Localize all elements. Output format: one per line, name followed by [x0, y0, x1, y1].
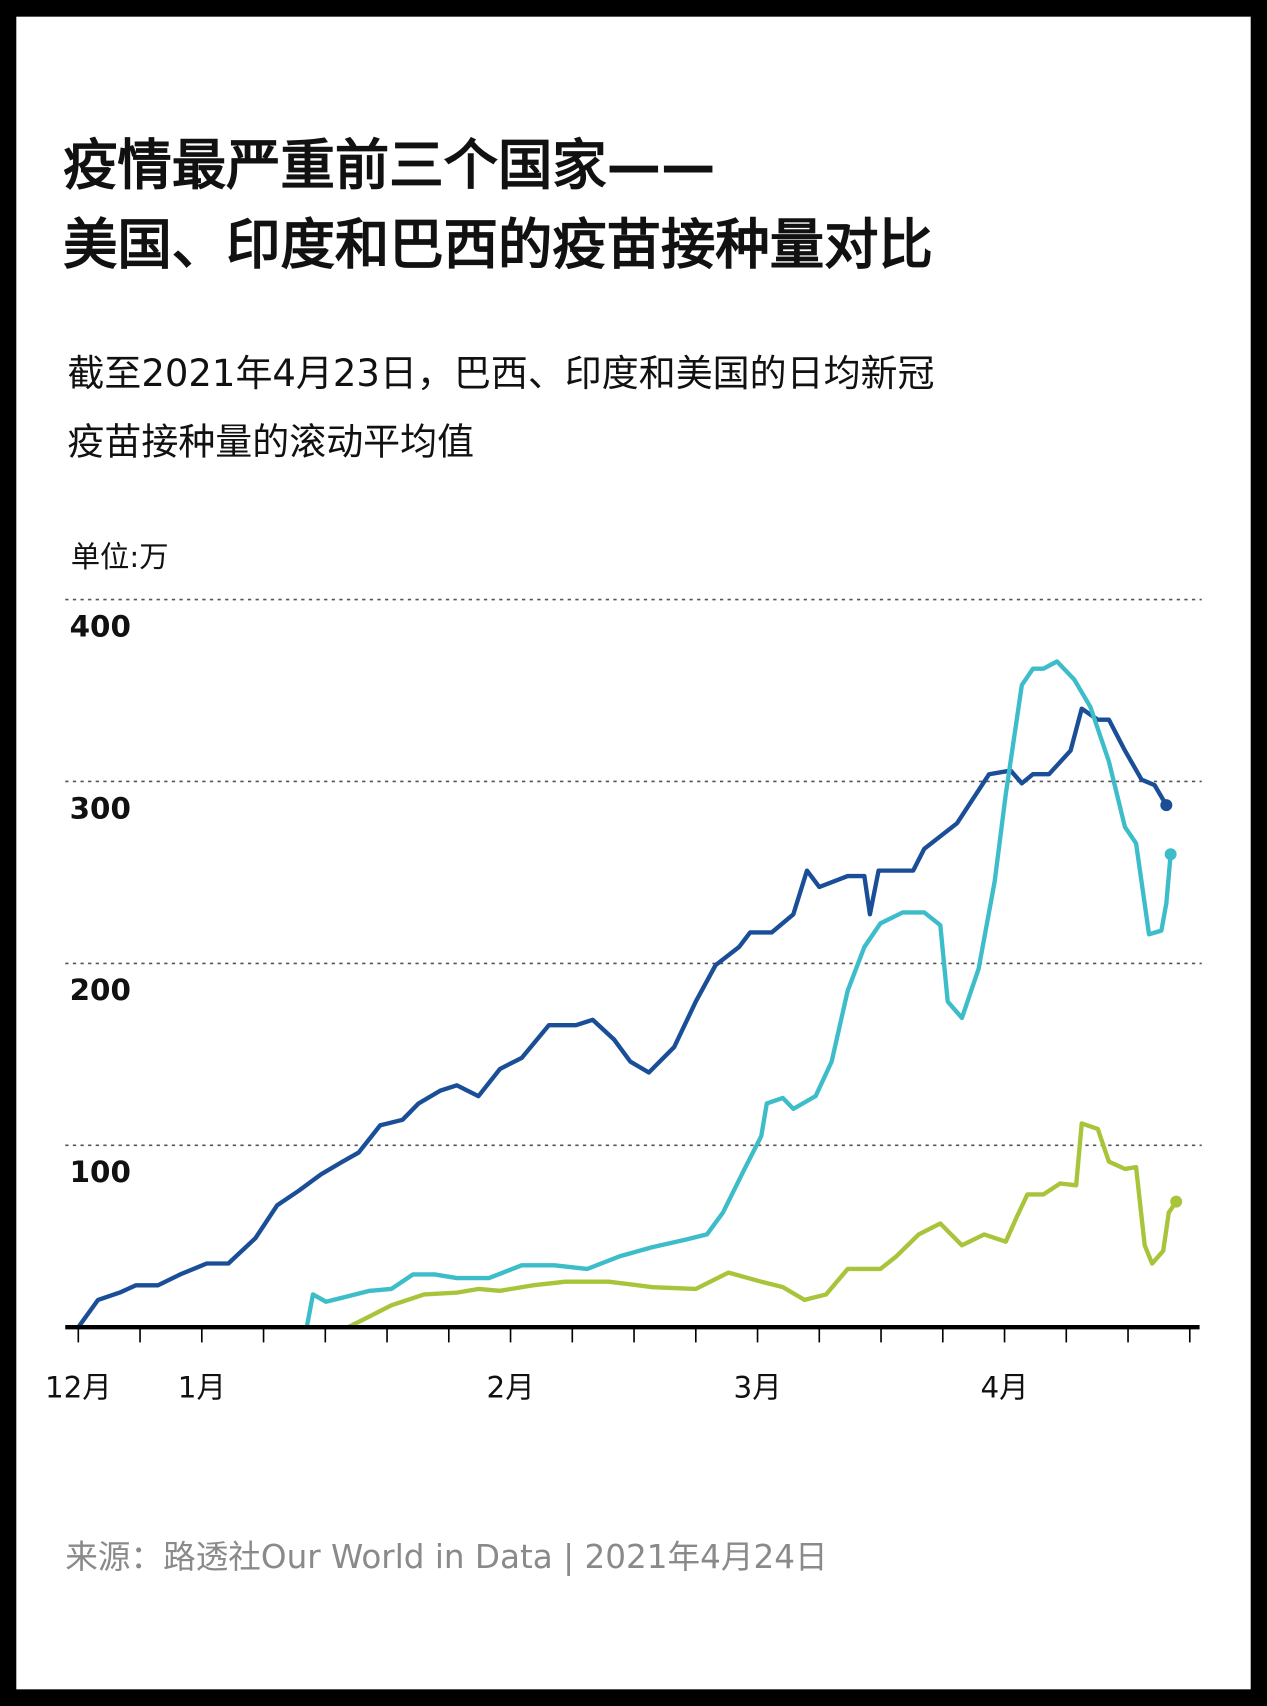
end-marker — [1164, 848, 1177, 861]
y-tick-label: 100 — [70, 1155, 131, 1189]
chart-title: 美国、印度和巴西的疫苗接种量对比 — [63, 213, 933, 276]
y-unit: 单位:万 — [71, 540, 169, 574]
end-marker — [1160, 799, 1173, 812]
y-tick-label: 200 — [70, 973, 131, 1007]
chart-title: 疫情最严重前三个国家—— — [63, 134, 715, 197]
x-tick-label: 12月 — [45, 1371, 112, 1405]
series-line — [347, 1121, 1178, 1330]
series-line — [76, 706, 1169, 1329]
y-tick-label: 400 — [70, 609, 131, 643]
end-marker — [1170, 1195, 1183, 1208]
x-tick-label: 1月 — [178, 1371, 226, 1405]
source-note: 来源：路透社Our World in Data | 2021年4月24日 — [65, 1538, 827, 1576]
y-tick-label: 300 — [70, 791, 131, 825]
x-tick-label: 3月 — [734, 1371, 782, 1405]
chart-subtitle: 疫苗接种量的滚动平均值 — [67, 421, 474, 464]
background — [16, 16, 1251, 1690]
x-tick-label: 4月 — [981, 1371, 1029, 1405]
chart-subtitle: 截至2021年4月23日，巴西、印度和美国的日均新冠 — [67, 352, 934, 395]
x-tick-label: 2月 — [487, 1371, 535, 1405]
series-line — [304, 659, 1173, 1328]
